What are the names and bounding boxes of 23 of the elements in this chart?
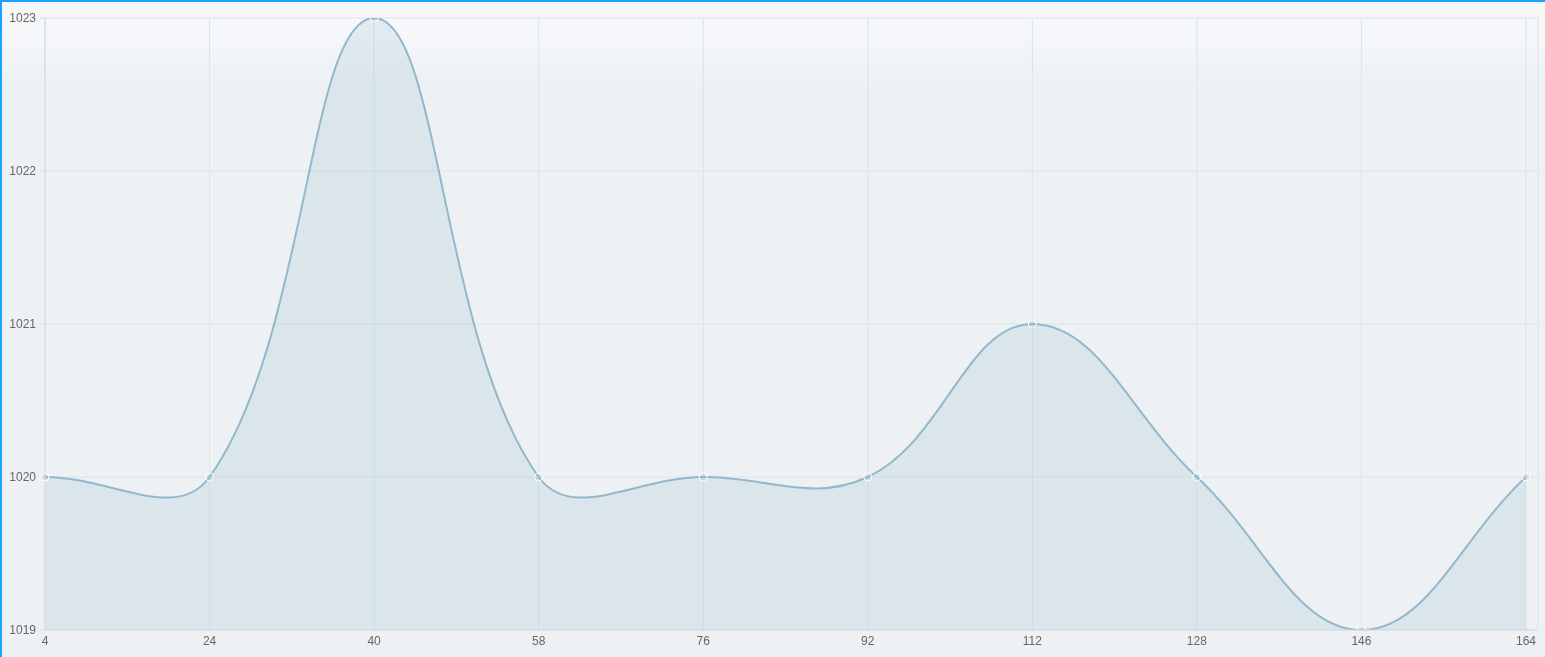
point: [1521, 472, 1531, 482]
point: [1192, 472, 1202, 482]
x-tick-label: 146: [1351, 633, 1372, 648]
x-tick-label: 112: [1022, 633, 1043, 648]
y-tick-label: 1023: [9, 11, 37, 26]
point: [205, 472, 215, 482]
x-tick-label: 58: [531, 633, 546, 648]
x-tick-label: 24: [202, 633, 217, 648]
y-tick-label: 1019: [9, 623, 37, 638]
x-tick-label: 76: [696, 633, 711, 648]
x-tick-label: 4: [41, 633, 49, 648]
x-tick-label: 164: [1515, 633, 1537, 648]
point: [1027, 319, 1037, 329]
x-tick-label: 40: [367, 633, 382, 648]
point: [698, 472, 708, 482]
x-tick-label: 128: [1186, 633, 1208, 648]
point: [863, 472, 873, 482]
y-tick-label: 1021: [9, 317, 37, 332]
y-tick-label: 1020: [9, 470, 37, 485]
y-tick-label: 1022: [9, 164, 37, 179]
x-tick-label: 92: [861, 633, 875, 648]
point: [40, 472, 50, 482]
point: [534, 472, 544, 482]
